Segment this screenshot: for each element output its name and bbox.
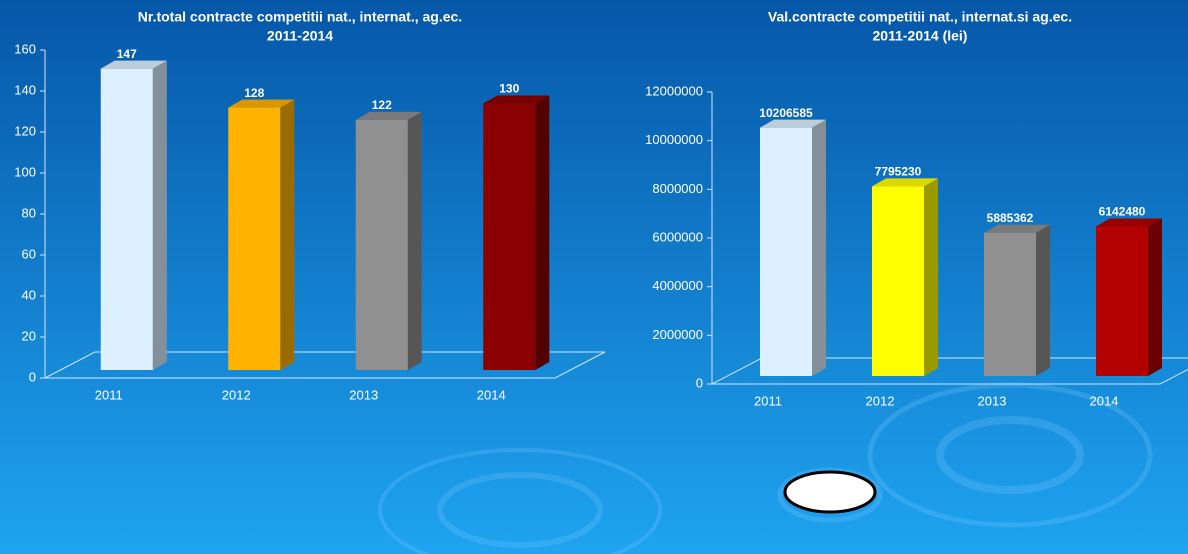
chart-title: 2011-2014 (lei) xyxy=(873,28,968,44)
oval-shape xyxy=(783,470,877,514)
bar-top xyxy=(228,99,295,108)
bar-top xyxy=(984,224,1050,233)
floor xyxy=(711,357,1188,385)
bar-top xyxy=(760,119,826,128)
bar xyxy=(228,107,281,370)
bar-side xyxy=(280,99,295,370)
x-tick-label: 2014 xyxy=(1090,393,1119,408)
bar-top xyxy=(483,95,550,104)
y-tick-label: 2000000 xyxy=(652,327,703,342)
x-tick-label: 2013 xyxy=(349,387,378,402)
value-label: 128 xyxy=(244,86,264,100)
bar xyxy=(872,186,924,376)
bar-side-shade xyxy=(535,95,550,370)
bar-top-shade xyxy=(872,178,938,187)
y-tick-label: 160 xyxy=(14,41,36,56)
bar xyxy=(100,68,153,371)
bar-top-shade xyxy=(984,224,1050,233)
bar xyxy=(984,232,1036,376)
y-tick-label: 20 xyxy=(22,328,36,343)
bar-top-shade xyxy=(355,111,422,120)
bar-side xyxy=(1148,218,1162,376)
bar-side xyxy=(407,111,422,371)
x-tick-label: 2012 xyxy=(866,393,895,408)
y-tick-label: 0 xyxy=(696,375,703,390)
y-tick-label: 140 xyxy=(14,82,36,97)
bar-side xyxy=(535,95,550,370)
y-tick-label: 4000000 xyxy=(652,278,703,293)
bar-side-shade xyxy=(152,60,167,371)
value-label: 130 xyxy=(499,82,519,96)
bar-top xyxy=(355,111,422,120)
bar-top xyxy=(100,60,167,69)
bar xyxy=(760,127,812,376)
bar-side xyxy=(924,178,938,376)
y-tick-label: 40 xyxy=(22,287,36,302)
x-tick-label: 2012 xyxy=(222,387,251,402)
y-tick-label: 8000000 xyxy=(652,181,703,196)
bar xyxy=(1096,226,1148,376)
value-label: 5885362 xyxy=(987,211,1034,225)
y-tick-label: 60 xyxy=(22,246,36,261)
chart-title: Nr.total contracte competitii nat., inte… xyxy=(138,9,462,25)
y-tick-label: 6000000 xyxy=(652,229,703,244)
ripples xyxy=(378,382,1153,554)
y-tick-label: 80 xyxy=(22,205,36,220)
x-tick-label: 2013 xyxy=(978,393,1007,408)
value-label: 10206585 xyxy=(759,106,813,120)
y-tick-label: 0 xyxy=(29,369,36,384)
bar-side-shade xyxy=(1036,224,1050,376)
bar-side-shade xyxy=(407,111,422,371)
bar-top xyxy=(872,178,938,187)
bar-top-shade xyxy=(228,99,295,108)
chart-title: Val.contracte competitii nat., internat.… xyxy=(768,9,1072,25)
x-tick-label: 2011 xyxy=(95,387,123,402)
bar-side-shade xyxy=(1148,218,1162,376)
y-tick-label: 10000000 xyxy=(645,132,703,147)
bar xyxy=(483,103,536,370)
bar-top-shade xyxy=(483,95,550,104)
bar xyxy=(355,119,408,371)
bar-side xyxy=(1036,224,1050,376)
bar-top-shade xyxy=(1096,218,1162,227)
value-label: 6142480 xyxy=(1099,205,1146,219)
y-tick-label: 120 xyxy=(14,123,36,138)
bar-top-shade xyxy=(100,60,167,69)
bar-top xyxy=(1096,218,1162,227)
x-tick-label: 2014 xyxy=(477,387,506,402)
bar-side xyxy=(152,60,167,371)
value-label: 122 xyxy=(372,98,392,112)
chart-title: 2011-2014 xyxy=(267,28,333,44)
y-tick-label: 100 xyxy=(14,164,36,179)
bar-side-shade xyxy=(812,119,826,376)
bar-top-shade xyxy=(760,119,826,128)
value-label: 147 xyxy=(117,47,137,61)
bar-side-shade xyxy=(280,99,295,370)
bar-side xyxy=(812,119,826,376)
floor xyxy=(44,351,606,379)
value-label: 7795230 xyxy=(875,164,922,178)
bar-side-shade xyxy=(924,178,938,376)
x-tick-label: 2011 xyxy=(754,393,782,408)
y-tick-label: 12000000 xyxy=(645,83,703,98)
